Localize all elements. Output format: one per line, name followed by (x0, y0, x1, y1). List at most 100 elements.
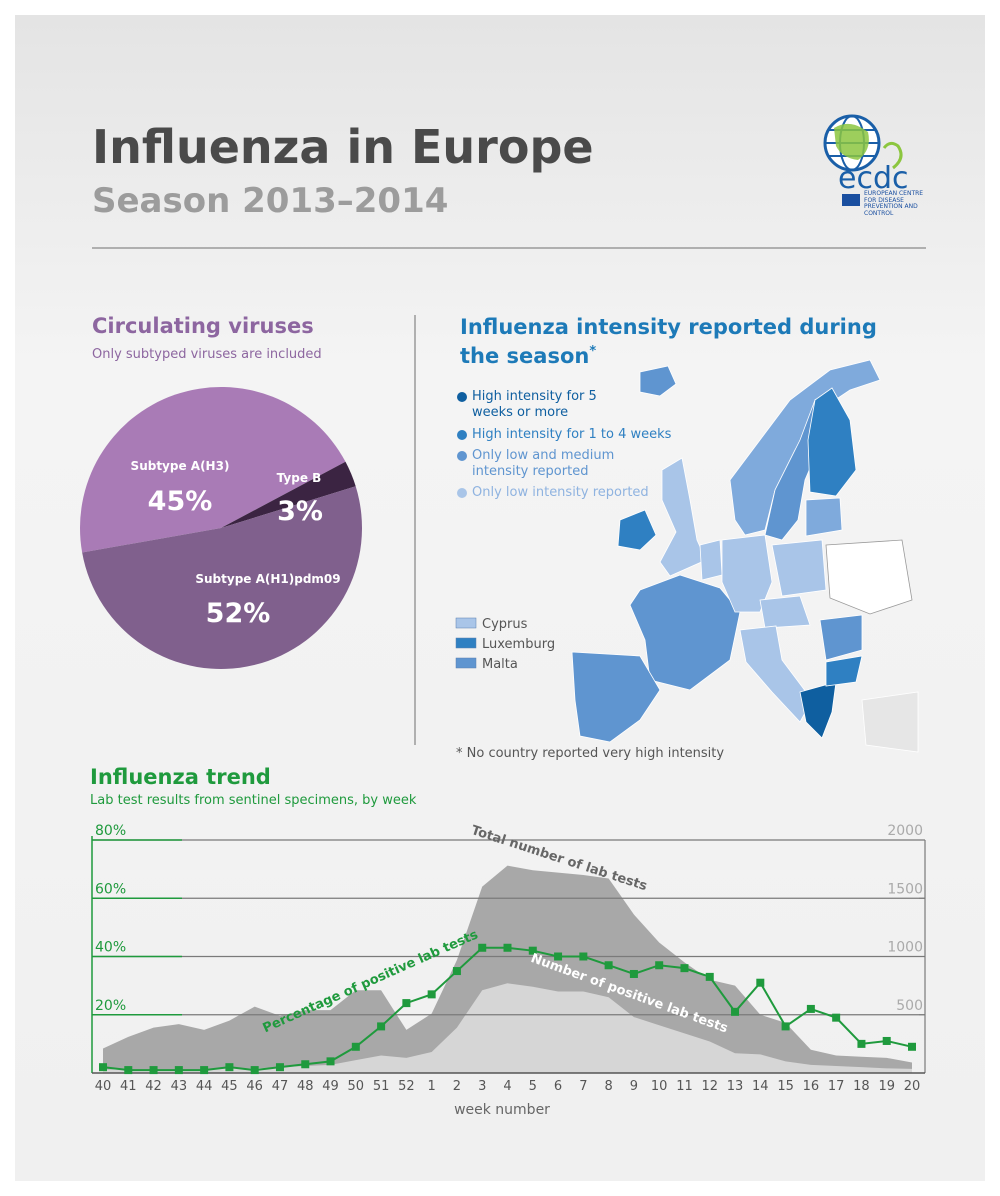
x-tick-label: 4 (503, 1079, 511, 1094)
x-tick-label: 5 (529, 1079, 537, 1094)
slice-label: Subtype A(H3) (131, 459, 230, 473)
x-tick-label: 52 (398, 1079, 415, 1094)
map-country (805, 497, 843, 537)
x-tick-label: 50 (348, 1079, 365, 1094)
x-tick-label: 20 (904, 1079, 921, 1094)
marker (604, 961, 613, 970)
x-tick-label: 17 (828, 1079, 845, 1094)
x-tick-label: 13 (727, 1079, 744, 1094)
pie-slice (221, 461, 356, 528)
y-tick-label: 20% (95, 998, 126, 1014)
marker (705, 972, 714, 981)
legend-label: High intensity for 1 to 4 weeks (472, 427, 672, 442)
y2-tick-label: 2000 (887, 823, 923, 839)
legend-swatch (455, 637, 477, 649)
pie-slice (80, 387, 346, 553)
marker (579, 952, 588, 961)
x-tick-label: 6 (554, 1079, 562, 1094)
marker (225, 1063, 234, 1072)
y-tick-label: 60% (95, 881, 126, 897)
x-tick-label: 43 (171, 1079, 188, 1094)
x-tick-label: 46 (246, 1079, 263, 1094)
legend-dot (457, 451, 467, 461)
legend-label: Malta (482, 657, 518, 672)
marker (149, 1066, 158, 1075)
map-country (861, 691, 919, 753)
marker (731, 1007, 740, 1016)
map-country (659, 457, 707, 577)
marker (326, 1057, 335, 1066)
x-tick-label: 7 (579, 1079, 587, 1094)
x-tick-label: 18 (853, 1079, 870, 1094)
logo-name: ecdc (838, 161, 909, 196)
map-country (729, 359, 881, 536)
map-country (639, 365, 677, 397)
x-tick-label: 8 (604, 1079, 612, 1094)
x-tick-label: 49 (322, 1079, 339, 1094)
marker (629, 969, 638, 978)
marker (908, 1042, 916, 1051)
marker (275, 1063, 284, 1072)
marker (174, 1066, 183, 1075)
area (103, 865, 912, 1073)
x-tick-label: 2 (453, 1079, 461, 1094)
x-tick-label: 40 (95, 1079, 112, 1094)
x-tick-label: 45 (221, 1079, 238, 1094)
slice-value: 3% (277, 496, 323, 527)
marker (200, 1066, 209, 1075)
x-tick-label: 16 (803, 1079, 820, 1094)
page-title: Influenza in Europe (92, 120, 594, 174)
marker (427, 990, 436, 999)
legend-swatch (455, 617, 477, 629)
legend-label: Only low and medium intensity reported (472, 448, 615, 479)
legend-dot (457, 392, 467, 402)
x-axis-label: week number (454, 1102, 550, 1118)
marker (781, 1022, 790, 1031)
map-country (759, 595, 811, 629)
map-country (571, 651, 661, 743)
map-country (699, 539, 723, 581)
map-country (617, 509, 657, 551)
y2-tick-label: 500 (896, 998, 923, 1014)
marker (301, 1060, 310, 1069)
x-tick-label: 15 (777, 1079, 794, 1094)
x-tick-label: 48 (297, 1079, 314, 1094)
map-country (721, 534, 773, 613)
pie-subtitle: Only subtyped viruses are included (92, 347, 322, 362)
marker (250, 1066, 259, 1075)
y-tick-label: 40% (95, 940, 126, 956)
marker (99, 1063, 107, 1072)
map-country (807, 387, 857, 497)
marker (452, 967, 461, 976)
marker (882, 1036, 891, 1045)
legend-label: Only low intensity reported (472, 485, 649, 500)
x-tick-label: 51 (373, 1079, 390, 1094)
map-country (825, 655, 863, 687)
marker (377, 1022, 386, 1031)
trend-title: Influenza trend (90, 765, 271, 789)
marker (680, 964, 689, 973)
x-tick-label: 10 (651, 1079, 668, 1094)
map-country (771, 539, 827, 597)
marker (528, 946, 537, 955)
x-tick-label: 44 (196, 1079, 213, 1094)
x-tick-label: 41 (120, 1079, 137, 1094)
legend-label: High intensity for 5 weeks or more (472, 389, 597, 420)
logo-globe (823, 114, 903, 206)
slice-label: Subtype A(H1)pdm09 (195, 572, 340, 586)
x-tick-label: 3 (478, 1079, 486, 1094)
map-title-note: * (589, 344, 596, 359)
x-tick-label: 14 (752, 1079, 769, 1094)
slice-label: Type B (277, 471, 322, 485)
legend-dot (457, 430, 467, 440)
x-tick-label: 42 (145, 1079, 162, 1094)
marker (806, 1004, 815, 1013)
marker (351, 1042, 360, 1051)
x-tick-label: 12 (701, 1079, 718, 1094)
y-tick-label: 80% (95, 823, 126, 839)
page-subtitle: Season 2013–2014 (92, 181, 448, 221)
map-country (819, 614, 863, 661)
legend-dot (457, 488, 467, 498)
